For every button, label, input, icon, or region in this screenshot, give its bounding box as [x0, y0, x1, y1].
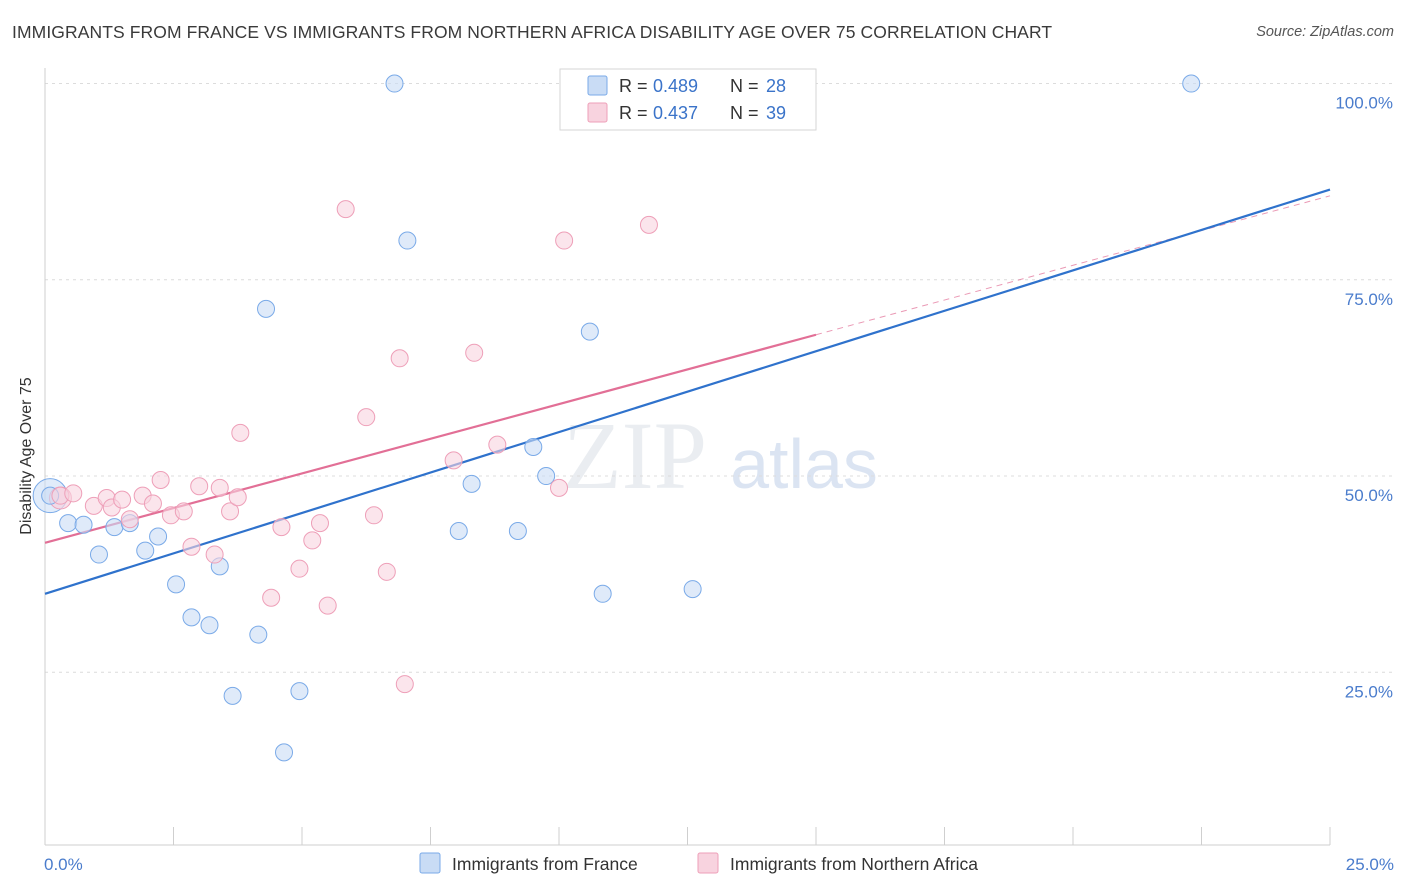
watermark-zip: ZIP: [563, 402, 707, 509]
point-france-26: [683, 580, 702, 599]
legend-n-value-france: 28: [766, 76, 786, 96]
legend-n-label-france: N =: [730, 76, 759, 96]
point-france-21: [508, 522, 527, 540]
point-france-9: [182, 608, 201, 627]
point-france-13: [249, 625, 268, 644]
y-tick-label-1: 50.0%: [1345, 486, 1393, 505]
bottom-legend-swatch-france: [419, 852, 441, 874]
legend-r-label-france: R =: [619, 76, 648, 96]
point-france-20: [462, 474, 481, 493]
point-northern-africa-26: [357, 408, 376, 427]
point-northern-africa-14: [205, 545, 224, 564]
point-northern-africa-25: [336, 200, 355, 219]
legend: R = 0.489 N = 28 R = 0.437 N = 39: [559, 68, 817, 131]
point-france-25: [593, 584, 612, 603]
point-france-1: [59, 514, 78, 533]
point-france-23: [537, 467, 556, 486]
point-northern-africa-17: [231, 423, 250, 442]
watermark: ZIP atlas: [563, 402, 878, 509]
legend-r-value-france: 0.489: [653, 76, 698, 96]
trend-line-france: [44, 188, 1331, 595]
point-northern-africa-23: [310, 514, 329, 533]
trend-line-northern-africa-extension: [815, 195, 1331, 336]
point-northern-africa-34: [550, 478, 568, 497]
legend-r-value-northern-africa: 0.437: [653, 103, 698, 123]
point-northern-africa-28: [377, 562, 396, 581]
y-tick-label-0: 25.0%: [1345, 682, 1393, 701]
point-france-8: [167, 575, 186, 594]
point-france-17: [385, 74, 404, 93]
point-northern-africa-11: [174, 502, 193, 521]
point-france-12: [223, 686, 242, 705]
point-northern-africa-29: [390, 349, 409, 368]
y-tick-label-3: 100.0%: [1335, 94, 1393, 113]
point-northern-africa-9: [151, 470, 170, 489]
chart-title: IMMIGRANTS FROM FRANCE VS IMMIGRANTS FRO…: [12, 22, 1053, 42]
point-france-18: [398, 231, 417, 250]
bottom-legend-label-northern-africa: Immigrants from Northern Africa: [730, 854, 978, 874]
point-northern-africa-22: [303, 531, 322, 550]
point-northern-africa-8: [143, 494, 162, 513]
point-france-7: [149, 527, 168, 546]
watermark-atlas: atlas: [730, 425, 878, 503]
legend-swatch-northern-africa: [587, 102, 608, 123]
point-northern-africa-31: [444, 451, 463, 470]
point-northern-africa-33: [488, 435, 507, 454]
data-points: [32, 74, 1201, 762]
point-france-3: [89, 545, 108, 564]
chart-source: Source: ZipAtlas.com: [1256, 24, 1394, 40]
point-northern-africa-1: [64, 484, 83, 503]
point-northern-africa-21: [290, 559, 309, 578]
point-northern-africa-6: [120, 510, 139, 529]
x-tick-label-max: 25.0%: [1346, 855, 1394, 874]
point-northern-africa-16: [221, 502, 240, 521]
legend-n-label-northern-africa: N =: [730, 103, 759, 123]
point-france-10: [200, 616, 219, 635]
trend-lines: [44, 188, 1331, 595]
y-tick-labels: 25.0% 50.0% 75.0% 100.0%: [1335, 94, 1393, 702]
bottom-legend-label-france: Immigrants from France: [452, 854, 638, 874]
x-tick-labels: 0.0% 25.0%: [44, 855, 1394, 874]
axes: [44, 68, 1331, 846]
point-northern-africa-12: [182, 537, 201, 556]
point-northern-africa-27: [364, 506, 383, 525]
point-france-27: [1182, 74, 1201, 93]
point-france-14: [257, 299, 276, 318]
point-northern-africa-19: [262, 588, 281, 607]
x-tick-label-min: 0.0%: [44, 855, 83, 874]
bottom-legend: Immigrants from France Immigrants from N…: [419, 852, 978, 874]
point-france-24: [580, 322, 599, 341]
point-northern-africa-32: [465, 343, 484, 362]
bottom-legend-swatch-northern-africa: [697, 852, 719, 874]
gridlines: [45, 83, 1392, 673]
point-northern-africa-13: [190, 477, 209, 496]
point-france-22: [524, 438, 543, 457]
point-northern-africa-20: [272, 518, 291, 537]
point-france-16: [290, 682, 309, 701]
legend-n-value-northern-africa: 39: [766, 103, 786, 123]
point-northern-africa-5: [113, 490, 132, 509]
legend-r-label-northern-africa: R =: [619, 103, 648, 123]
point-northern-africa-30: [395, 675, 414, 694]
point-northern-africa-36: [639, 215, 658, 234]
y-tick-label-2: 75.0%: [1345, 290, 1393, 309]
point-northern-africa-18: [228, 488, 247, 507]
point-france-4: [105, 518, 124, 537]
point-france-15: [275, 743, 294, 762]
point-northern-africa-35: [555, 231, 574, 250]
point-france-19: [449, 522, 468, 540]
point-france-2: [74, 515, 93, 534]
point-northern-africa-15: [210, 478, 229, 497]
point-northern-africa-24: [318, 596, 337, 615]
legend-swatch-france: [587, 75, 608, 96]
point-france-6: [136, 541, 155, 560]
